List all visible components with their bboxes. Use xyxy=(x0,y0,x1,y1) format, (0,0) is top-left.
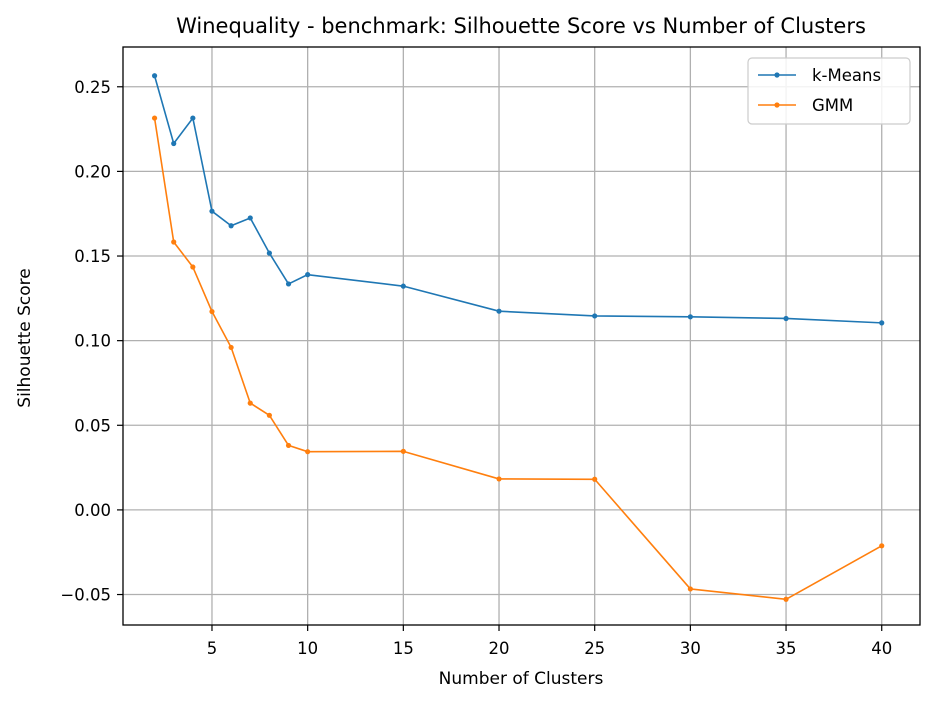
x-tick-label-6: 35 xyxy=(776,639,797,658)
series-0-point-3 xyxy=(209,208,215,214)
series-0-point-1 xyxy=(171,140,177,147)
series-1-point-0 xyxy=(151,115,158,121)
legend-marker-0 xyxy=(774,72,780,78)
series-0-point-10 xyxy=(496,308,502,314)
series-1-point-4 xyxy=(228,344,234,351)
legend-marker-1 xyxy=(774,102,780,108)
axes xyxy=(122,46,921,626)
y-tick-label-4: 0.15 xyxy=(74,247,111,266)
y-axis-ticks: −0.05 0.00 0.05 0.10 0.15 0.20 0.25 xyxy=(60,78,123,605)
x-tick-label-3: 20 xyxy=(489,639,510,658)
series-0-point-7 xyxy=(285,281,292,287)
series-1-point-9 xyxy=(400,448,406,454)
axes-frame xyxy=(122,46,921,626)
series-0-point-9 xyxy=(400,283,406,289)
y-tick-label-6: 0.25 xyxy=(74,78,111,97)
series-0-point-13 xyxy=(783,315,789,322)
grid-lines xyxy=(123,47,920,625)
y-tick-label-0: −0.05 xyxy=(60,586,111,605)
series-1-point-5 xyxy=(247,400,253,406)
series-1-point-11 xyxy=(592,476,598,482)
y-axis-label: Silhouette Score xyxy=(15,268,35,407)
x-tick-label-4: 25 xyxy=(584,639,605,658)
series-group xyxy=(151,73,885,602)
y-tick-label-3: 0.10 xyxy=(74,332,111,351)
y-tick-label-1: 0.00 xyxy=(74,501,111,520)
x-tick-label-2: 15 xyxy=(393,639,414,658)
series-1-point-12 xyxy=(687,586,693,592)
series-1-point-3 xyxy=(209,308,215,315)
x-axis-label: Number of Clusters xyxy=(439,669,604,689)
series-1-point-10 xyxy=(496,476,502,482)
series-0-point-8 xyxy=(305,272,311,278)
legend: k-Means GMM xyxy=(747,57,911,125)
series-1-point-6 xyxy=(266,412,272,418)
series-0-point-0 xyxy=(151,73,158,79)
series-1-point-2 xyxy=(190,264,196,270)
x-tick-label-5: 30 xyxy=(680,639,701,658)
series-1-point-7 xyxy=(285,442,292,449)
plot-background xyxy=(123,47,920,625)
series-1-point-14 xyxy=(879,543,885,549)
plot-area xyxy=(123,47,920,625)
x-tick-label-7: 40 xyxy=(871,639,892,658)
legend-label-1: GMM xyxy=(812,96,853,115)
series-1-point-13 xyxy=(783,596,789,602)
chart-title: Winequality - benchmark: Silhouette Scor… xyxy=(176,14,866,38)
series-1-point-1 xyxy=(171,239,177,245)
x-axis-ticks: 5 10 15 20 25 30 35 40 xyxy=(207,625,892,658)
y-tick-label-5: 0.20 xyxy=(74,162,111,181)
x-tick-label-0: 5 xyxy=(207,639,218,658)
series-0-point-6 xyxy=(266,250,272,256)
series-0-point-5 xyxy=(247,215,253,221)
series-0-point-11 xyxy=(592,313,598,319)
series-1-point-8 xyxy=(305,449,311,455)
legend-label-0: k-Means xyxy=(812,66,881,85)
series-0-point-12 xyxy=(687,314,693,320)
y-tick-label-2: 0.05 xyxy=(74,416,111,435)
series-0-point-14 xyxy=(879,320,885,326)
series-0-point-2 xyxy=(190,115,196,121)
x-tick-label-1: 10 xyxy=(297,639,318,658)
series-0-point-4 xyxy=(228,223,234,229)
